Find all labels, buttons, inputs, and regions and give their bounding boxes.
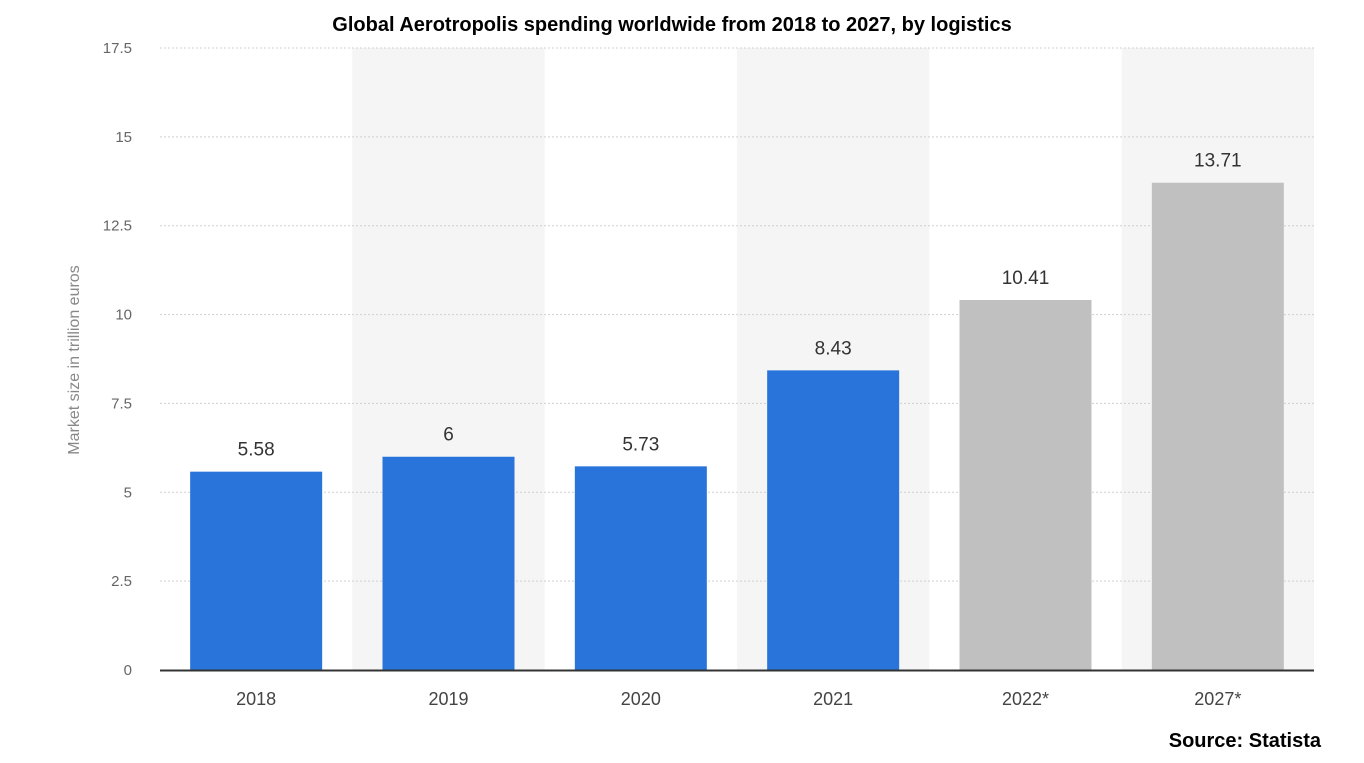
source-note: Source: Statista — [1169, 730, 1322, 752]
x-tick-label: 2027* — [1194, 689, 1241, 709]
x-tick-label: 2019 — [428, 689, 468, 709]
y-axis-label: Market size in trillion euros — [66, 265, 83, 454]
y-tick-label: 7.5 — [111, 395, 132, 412]
data-label: 10.41 — [1002, 268, 1050, 289]
y-tick-label: 15 — [115, 129, 132, 146]
data-label: 8.43 — [815, 338, 852, 359]
y-tick-label: 10 — [115, 307, 132, 324]
y-tick-label: 2.5 — [111, 573, 132, 590]
y-axis-ticks: 0 2.5 5 7.5 10 12.5 15 17.5 — [103, 40, 132, 679]
bar-2021 — [767, 370, 900, 670]
y-tick-label: 12.5 — [103, 218, 132, 235]
y-tick-label: 5 — [124, 484, 132, 501]
bar-2022-forecast — [959, 299, 1092, 670]
bar-2018 — [190, 471, 323, 670]
bar-2027-forecast — [1151, 182, 1284, 670]
gridlines — [160, 47, 1314, 582]
x-tick-label: 2020 — [621, 689, 661, 709]
data-label: 5.73 — [622, 434, 659, 455]
y-tick-label: 0 — [124, 662, 132, 679]
data-label: 13.71 — [1194, 151, 1242, 172]
data-labels: 5.58 6 5.73 8.43 10.41 13.71 — [238, 151, 1242, 461]
bar-2019 — [382, 456, 515, 670]
chart-title: Global Aerotropolis spending worldwide f… — [332, 14, 1011, 36]
bar-2020 — [574, 466, 707, 670]
bars — [190, 182, 1284, 670]
x-tick-label: 2018 — [236, 689, 276, 709]
x-tick-label: 2021 — [813, 689, 853, 709]
data-label: 5.58 — [238, 440, 275, 461]
x-tick-label: 2022* — [1002, 689, 1049, 709]
x-axis-ticks: 2018 2019 2020 2021 2022* 2027* — [236, 689, 1241, 709]
y-tick-label: 17.5 — [103, 40, 132, 57]
data-label: 6 — [443, 425, 454, 446]
